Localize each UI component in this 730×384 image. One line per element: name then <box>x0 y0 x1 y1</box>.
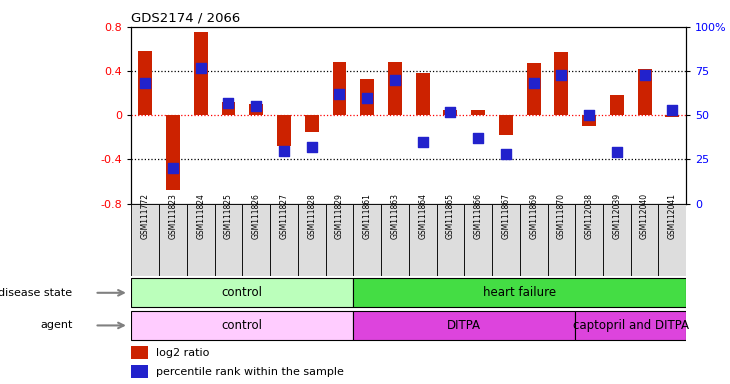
Text: disease state: disease state <box>0 288 72 298</box>
Point <box>500 151 512 157</box>
Point <box>556 71 567 78</box>
Point <box>472 135 484 141</box>
Bar <box>242 204 270 276</box>
Bar <box>159 204 187 276</box>
Text: GSM112041: GSM112041 <box>668 192 677 238</box>
Point <box>666 107 678 113</box>
Text: control: control <box>222 319 263 332</box>
Text: captopril and DITPA: captopril and DITPA <box>573 319 688 332</box>
Point <box>389 77 401 83</box>
Bar <box>298 204 326 276</box>
Point <box>417 139 429 145</box>
Bar <box>555 52 568 115</box>
Bar <box>409 204 437 276</box>
Text: GSM112040: GSM112040 <box>640 192 649 238</box>
Bar <box>492 204 520 276</box>
Text: GSM111772: GSM111772 <box>141 192 150 238</box>
Point <box>528 80 539 86</box>
Bar <box>388 62 402 115</box>
Bar <box>131 311 353 340</box>
Bar <box>610 95 623 115</box>
Text: GDS2174 / 2066: GDS2174 / 2066 <box>131 11 241 24</box>
Bar <box>638 69 651 115</box>
Bar <box>575 204 603 276</box>
Bar <box>381 204 409 276</box>
Bar <box>166 115 180 190</box>
Bar <box>444 110 457 115</box>
Bar <box>305 115 318 132</box>
Bar <box>353 278 686 308</box>
Text: GSM111828: GSM111828 <box>307 193 316 238</box>
Text: heart failure: heart failure <box>483 286 556 299</box>
Point <box>250 103 262 109</box>
Bar <box>666 115 679 118</box>
Text: percentile rank within the sample: percentile rank within the sample <box>156 367 345 377</box>
Point <box>167 165 179 171</box>
Bar <box>222 102 235 115</box>
Text: GSM112039: GSM112039 <box>612 192 621 238</box>
Bar <box>353 311 575 340</box>
Bar <box>131 365 148 378</box>
Point <box>139 80 151 86</box>
Bar <box>526 63 540 115</box>
Bar <box>464 204 492 276</box>
Bar <box>270 204 298 276</box>
Bar <box>548 204 575 276</box>
Bar <box>215 204 242 276</box>
Text: GSM111869: GSM111869 <box>529 192 538 238</box>
Text: GSM111829: GSM111829 <box>335 193 344 238</box>
Bar <box>250 104 264 115</box>
Bar <box>277 115 291 146</box>
Bar <box>583 115 596 126</box>
Bar <box>520 204 548 276</box>
Bar <box>131 204 159 276</box>
Bar <box>472 110 485 115</box>
Bar <box>326 204 353 276</box>
Bar <box>499 115 512 135</box>
Text: GSM111825: GSM111825 <box>224 193 233 238</box>
Bar <box>332 62 346 115</box>
Text: GSM111865: GSM111865 <box>446 192 455 238</box>
Text: GSM111823: GSM111823 <box>169 193 177 238</box>
Bar <box>658 204 686 276</box>
Point <box>583 112 595 118</box>
Bar <box>187 204 215 276</box>
Bar <box>437 204 464 276</box>
Bar <box>139 51 153 115</box>
Bar <box>575 311 686 340</box>
Text: DITPA: DITPA <box>447 319 481 332</box>
Point <box>334 91 345 97</box>
Text: GSM111866: GSM111866 <box>474 192 483 238</box>
Text: GSM111826: GSM111826 <box>252 193 261 238</box>
Bar <box>631 204 658 276</box>
Text: GSM111827: GSM111827 <box>280 193 288 238</box>
Text: log2 ratio: log2 ratio <box>156 348 210 358</box>
Point <box>223 100 234 106</box>
Text: GSM111861: GSM111861 <box>363 193 372 238</box>
Bar <box>131 346 148 359</box>
Text: control: control <box>222 286 263 299</box>
Bar <box>361 79 374 115</box>
Point <box>611 149 623 156</box>
Text: GSM111863: GSM111863 <box>391 192 399 238</box>
Text: agent: agent <box>40 320 72 331</box>
Point <box>361 94 373 101</box>
Point <box>278 147 290 154</box>
Bar <box>603 204 631 276</box>
Text: GSM111870: GSM111870 <box>557 192 566 238</box>
Bar <box>131 278 353 308</box>
Point <box>306 144 318 150</box>
Bar <box>353 204 381 276</box>
Text: GSM112038: GSM112038 <box>585 192 593 238</box>
Text: GSM111824: GSM111824 <box>196 193 205 238</box>
Point <box>195 65 207 71</box>
Bar <box>194 32 208 115</box>
Bar <box>416 73 429 115</box>
Point <box>639 71 650 78</box>
Text: GSM111864: GSM111864 <box>418 192 427 238</box>
Point <box>445 109 456 115</box>
Text: GSM111867: GSM111867 <box>502 192 510 238</box>
